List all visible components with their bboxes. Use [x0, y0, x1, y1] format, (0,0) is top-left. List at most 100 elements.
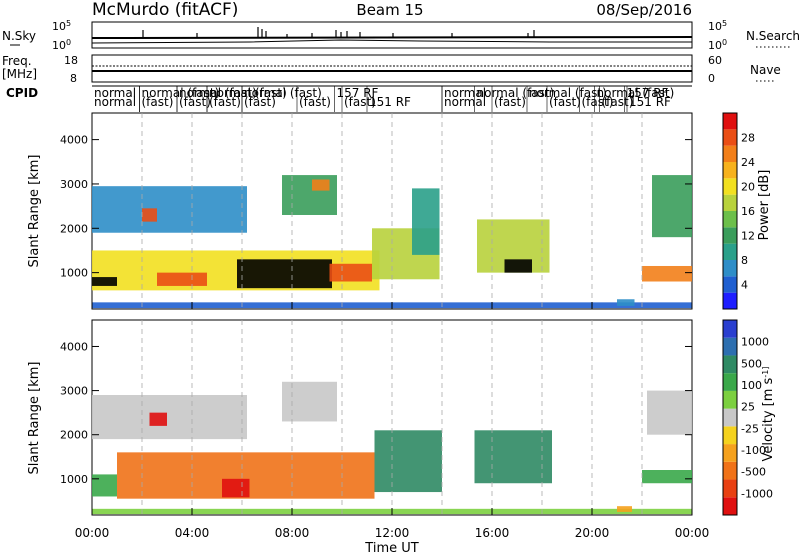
- y-tick-label: 1000: [60, 473, 88, 486]
- power-panel: 1000 2000 3000 4000 Slant Range [km] 28 24 20…: [27, 112, 772, 310]
- cpid-row2-label: (fast): [142, 95, 174, 109]
- cpid-row1-label: normal: [444, 86, 486, 100]
- cpid-row2-label: (fast): [344, 95, 376, 109]
- scatter-region: [617, 506, 632, 512]
- scatter-region: [282, 381, 337, 422]
- y-tick-label: 1000: [60, 267, 88, 280]
- colorbar-tick-label: -100: [741, 444, 766, 457]
- cpid-row2-label: normal: [94, 95, 136, 109]
- colorbar-swatch: [723, 337, 737, 356]
- cpid-row1-label: normal (fast): [477, 86, 555, 100]
- colorbar-frame: [722, 319, 738, 516]
- nsky-spikes: [142, 27, 535, 38]
- scatter-region: [374, 430, 442, 493]
- cpid-row2-label: (fast): [179, 95, 211, 109]
- colorbar-swatch: [723, 194, 737, 211]
- cpid-row2-label: (fast): [299, 95, 331, 109]
- y-tick-label: 3000: [60, 385, 88, 398]
- colorbar-tick-label: 4: [741, 279, 748, 292]
- velocity-ylabel: Slant Range [km]: [27, 362, 42, 475]
- colorbar-swatch: [723, 408, 737, 427]
- nsky-tick-bottom: 100: [52, 38, 71, 53]
- freq-frame: [91, 54, 693, 83]
- velocity-colorbar: 1000 500 100 25 -25 -100 -500 -1000: [722, 319, 773, 516]
- y-tick-label: 2000: [60, 222, 88, 235]
- x-tick-label: 04:00: [175, 526, 210, 540]
- beam-title: Beam 15: [356, 1, 423, 19]
- colorbar-tick-label: 16: [741, 205, 755, 218]
- colorbar-tick-label: 1000: [741, 336, 769, 349]
- y-tick-label: 4000: [60, 340, 88, 353]
- nsky-tick-top: 105: [52, 19, 71, 34]
- nsky-label: N.Sky: [2, 29, 36, 43]
- scatter-region: [142, 208, 157, 222]
- scatter-region: [222, 478, 250, 498]
- cpid-strip: CPID normal normal (fast)normal (fast)nor…: [6, 85, 692, 112]
- colorbar-swatch: [723, 162, 737, 179]
- x-tick-label: 00:00: [675, 526, 710, 540]
- date-title: 08/Sep/2016: [596, 1, 692, 19]
- power-hour-grid: [141, 113, 643, 309]
- nsky-strip: N.Sky 105 100 105 100 N.Search: [2, 19, 800, 53]
- colorbar-swatch: [723, 129, 737, 146]
- colorbar-swatch: [723, 243, 737, 260]
- colorbar-tick-label: -500: [741, 466, 766, 479]
- colorbar-tick-label: 24: [741, 156, 755, 169]
- y-tick-label: 2000: [60, 429, 88, 442]
- scatter-region: [642, 470, 692, 484]
- nave-label: Nave: [750, 63, 781, 77]
- scatter-region: [92, 474, 117, 497]
- scatter-region: [92, 186, 247, 233]
- scatter-region: [92, 277, 117, 286]
- x-tick-label: 00:00: [75, 526, 110, 540]
- cpid-row2-label: 151 RF: [629, 95, 671, 109]
- colorbar-swatch: [723, 276, 737, 293]
- colorbar-tick-label: 500: [741, 357, 762, 370]
- freq-label: Freq.: [2, 54, 32, 68]
- velocity-data-layer: [92, 381, 692, 515]
- cpid-row1-label: normal (fast): [209, 86, 287, 100]
- cpid-row1-label: normal (fast): [597, 86, 675, 100]
- freq-tick-top: 18: [64, 54, 78, 67]
- x-tick-label: 08:00: [275, 526, 310, 540]
- scatter-region: [504, 259, 532, 273]
- colorbar-swatch: [723, 461, 737, 480]
- nsearch-label: N.Search: [746, 29, 800, 43]
- power-colorbar-label: Power [dB]: [757, 170, 772, 241]
- cpid-row2-label: 151 RF: [369, 95, 411, 109]
- colorbar-swatch: [723, 227, 737, 244]
- nsearch-trace: [91, 39, 692, 44]
- station-title: McMurdo (fitACF): [92, 0, 238, 20]
- colorbar-tick-label: 20: [741, 181, 755, 194]
- colorbar-swatch: [723, 320, 737, 338]
- cpid-row1-label: normal (fast): [142, 86, 220, 100]
- cpid-row2-label: (fast): [602, 95, 634, 109]
- nave-tick-top: 60: [708, 54, 722, 67]
- colorbar-tick-label: 25: [741, 401, 755, 414]
- cpid-row1-label: 157 RF: [337, 86, 379, 100]
- time-axis-label: Time UT: [364, 541, 418, 554]
- velocity-colorbar-label: Velocity [m s-1]: [761, 367, 777, 462]
- cpid-row2-label: normal: [444, 95, 486, 109]
- cpid-row1-label: 157 RF: [627, 86, 669, 100]
- colorbar-tick-label: 28: [741, 132, 755, 145]
- scatter-region: [412, 188, 440, 255]
- cpid-row1-label: normal (fast): [244, 86, 322, 100]
- nsky-trace: [91, 36, 693, 39]
- power-y-ticks: 1000 2000 3000 4000: [60, 134, 692, 280]
- scatter-region: [149, 412, 167, 426]
- scatter-region: [312, 179, 330, 191]
- cpid-label: CPID: [6, 86, 38, 100]
- colorbar-swatch: [723, 390, 737, 409]
- cpid-row2-label: (fast): [209, 95, 241, 109]
- cpid-row1-label: normal: [94, 86, 136, 100]
- y-tick-label: 3000: [60, 178, 88, 191]
- freq-unit: [MHz]: [2, 67, 37, 81]
- colorbar-tick-label: -25: [741, 422, 759, 435]
- colorbar-tick-label: -1000: [741, 487, 773, 500]
- colorbar-swatch: [723, 260, 737, 277]
- colorbar-tick-label: 100: [741, 379, 762, 392]
- velocity-hour-grid: [141, 320, 643, 515]
- scatter-region: [157, 272, 207, 286]
- cpid-row1-label: normal (fast): [179, 86, 257, 100]
